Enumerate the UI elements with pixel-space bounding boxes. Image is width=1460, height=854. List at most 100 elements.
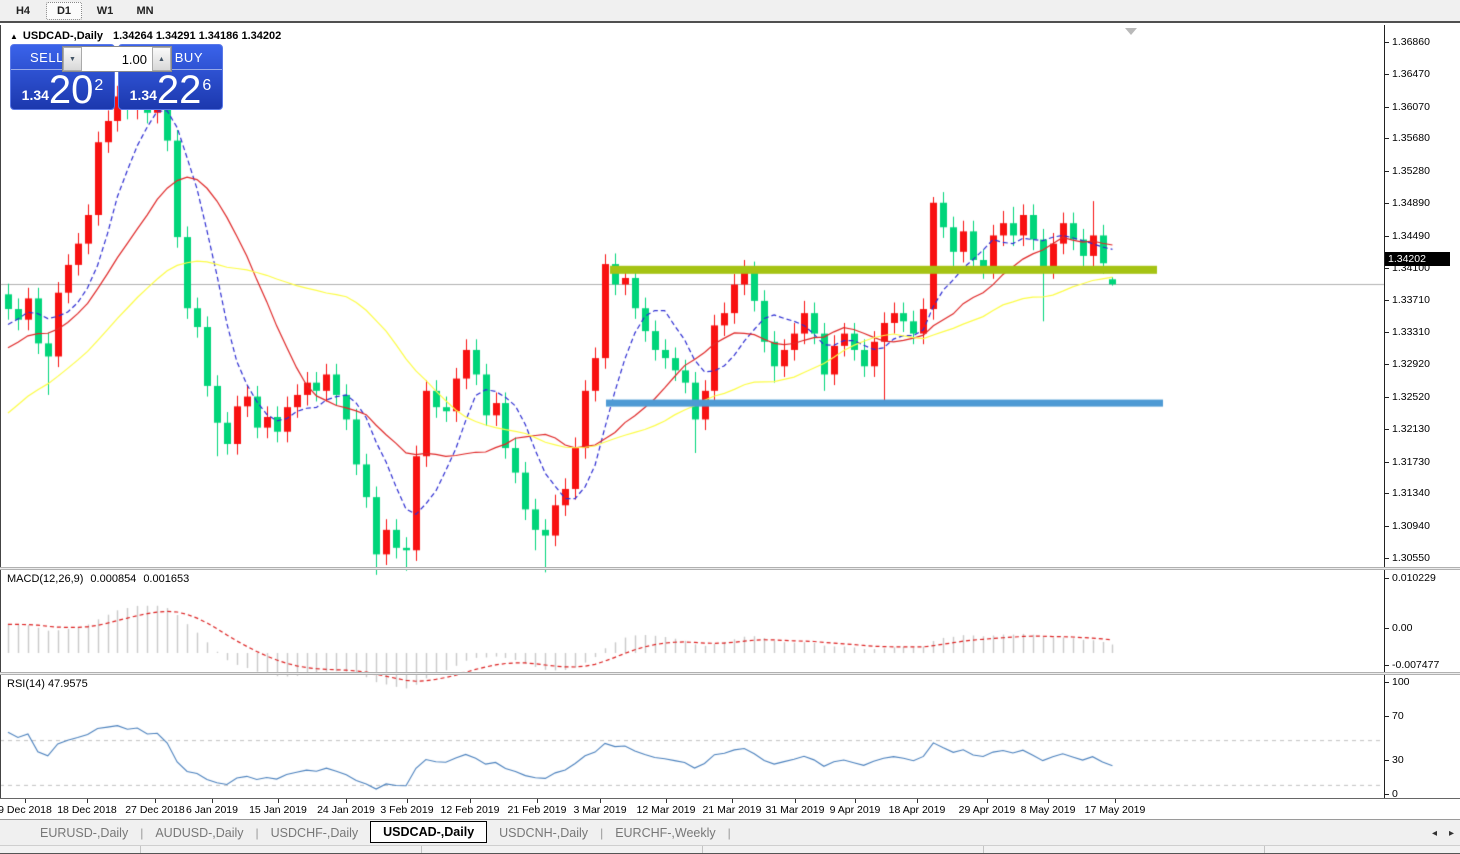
date-label: 9 Dec 2018: [0, 804, 52, 816]
symbol-tab-bar: EURUSD-,Daily | AUDUSD-,Daily | USDCHF-,Dail…: [0, 819, 1460, 845]
price-axis-border: [1384, 25, 1385, 798]
price-chart-canvas[interactable]: [0, 50, 1384, 595]
timeframe-toolbar: H4 D1 W1 MN: [0, 0, 1460, 23]
rsi-pane-canvas[interactable]: [0, 700, 1384, 823]
price-tick-label: 1.34490: [1392, 229, 1430, 242]
sell-price-big: 20: [48, 68, 94, 112]
date-tick-mark: [346, 799, 347, 803]
price-tick-mark: [1385, 558, 1389, 559]
sell-price-prefix: 1.34: [21, 87, 49, 103]
macd-tick-label: 0.010229: [1392, 572, 1436, 584]
price-tick-label: 1.35280: [1392, 165, 1430, 178]
price-tick-mark: [1385, 267, 1389, 269]
macd-signal-value: 0.001653: [143, 573, 190, 585]
price-tick-mark: [1385, 493, 1389, 495]
status-bar: [0, 845, 1460, 854]
date-label: 15 Jan 2019: [249, 804, 307, 816]
symbol-tab-audusddaily[interactable]: AUDUSD-,Daily: [155, 825, 244, 840]
tab-separator: |: [255, 825, 259, 840]
price-tick-mark: [1385, 235, 1389, 237]
rsi-tick-label: 70: [1392, 709, 1404, 722]
volume-decrease-icon[interactable]: ▼: [63, 47, 82, 71]
tab-scroll-right-icon[interactable]: ▸: [1448, 827, 1454, 839]
timeframe-tab-mn[interactable]: MN: [136, 4, 154, 17]
tab-separator: |: [727, 825, 731, 840]
date-label: 3 Feb 2019: [380, 804, 434, 816]
macd-pane-canvas[interactable]: [0, 595, 1384, 698]
date-tick-mark: [855, 799, 856, 803]
price-tick-mark: [1385, 73, 1389, 75]
timeframe-tab-h4[interactable]: H4: [15, 4, 31, 17]
date-tick-mark: [470, 799, 471, 803]
rsi-tick-label: 100: [1392, 676, 1410, 688]
date-tick-mark: [666, 799, 667, 803]
macd-label: MACD(12,26,9) 0.000854 0.001653: [7, 573, 196, 585]
status-cell: [0, 846, 141, 853]
date-label: 21 Feb 2019: [507, 804, 567, 816]
collapse-panel-icon[interactable]: ▲: [10, 32, 18, 41]
macd-tick-mark: [1385, 628, 1389, 629]
date-label: 27 Dec 2018: [125, 804, 185, 816]
date-tick-mark: [1115, 799, 1116, 803]
timeframe-tab-d1[interactable]: D1: [46, 1, 82, 20]
tab-scrollbar: ◂ ▸: [1432, 820, 1454, 846]
date-tick-mark: [1048, 799, 1049, 803]
date-label: 17 May 2019: [1084, 804, 1146, 816]
date-tick-mark: [537, 799, 538, 803]
status-cell: [1265, 846, 1460, 853]
price-tick-mark: [1385, 332, 1389, 334]
price-tick-label: 1.35680: [1392, 132, 1430, 145]
chart-shift-marker-icon[interactable]: [1125, 28, 1137, 35]
sell-button[interactable]: SELL: [24, 49, 70, 66]
macd-tick-label: -0.007477: [1392, 658, 1440, 671]
rsi-tick-mark: [1385, 682, 1389, 683]
date-label: 12 Mar 2019: [636, 804, 696, 816]
price-tick-label: 1.30940: [1392, 520, 1430, 533]
macd-tick-label: 0.00: [1392, 622, 1413, 634]
date-tick-mark: [155, 799, 156, 803]
buy-price-prefix: 1.34: [129, 87, 157, 103]
price-tick-label: 1.32130: [1392, 422, 1430, 435]
price-tick-mark: [1385, 42, 1389, 43]
date-label: 6 Jan 2019: [186, 804, 238, 816]
date-tick-mark: [212, 799, 213, 803]
timeframe-tab-w1[interactable]: W1: [96, 4, 114, 17]
symbol-tab-eurchfweekly[interactable]: EURCHF-,Weekly: [615, 825, 716, 840]
price-tick-label: 1.36860: [1392, 36, 1430, 48]
date-tick-mark: [795, 799, 796, 803]
symbol-tab-eurusddaily[interactable]: EURUSD-,Daily: [40, 825, 129, 840]
date-tick-mark: [407, 799, 408, 803]
date-label: 18 Dec 2018: [57, 804, 117, 816]
buy-button[interactable]: BUY: [169, 49, 209, 66]
price-tick-mark: [1385, 203, 1389, 205]
date-tick-mark: [600, 799, 601, 803]
symbol-tab-usdcnhdaily[interactable]: USDCNH-,Daily: [499, 825, 589, 840]
sell-price-pipette: 2: [94, 77, 104, 94]
date-tick-mark: [917, 799, 918, 803]
tab-scroll-left-icon[interactable]: ◂: [1431, 827, 1437, 839]
status-cell: [984, 846, 1265, 853]
rsi-pane-splitter[interactable]: [0, 672, 1460, 675]
buy-price-big: 22: [156, 68, 202, 112]
price-tick-mark: [1385, 461, 1389, 463]
price-tick-label: 1.30550: [1392, 552, 1430, 564]
chart-left-border: [0, 25, 1, 798]
date-label: 24 Jan 2019: [317, 804, 375, 816]
symbol-tab-usdchfdaily[interactable]: USDCHF-,Daily: [270, 825, 359, 840]
macd-pane-splitter[interactable]: [0, 567, 1460, 570]
price-tick-label: 1.34890: [1392, 197, 1430, 210]
symbol-tab-usdcaddaily[interactable]: USDCAD-,Daily: [370, 820, 488, 843]
rsi-name-value: RSI(14) 47.9575: [7, 678, 88, 690]
sell-price: 1.34 20 2: [11, 68, 114, 112]
price-tick-label: 1.31730: [1392, 455, 1430, 468]
date-label: 9 Apr 2019: [829, 804, 881, 816]
status-cell: [703, 846, 984, 853]
volume-increase-icon[interactable]: ▲: [152, 47, 171, 71]
date-label: 12 Feb 2019: [440, 804, 500, 816]
volume-input[interactable]: 1.00: [121, 51, 147, 67]
price-tick-label: 1.31340: [1392, 487, 1430, 500]
date-label: 3 Mar 2019: [573, 804, 627, 816]
status-cell: [422, 846, 703, 853]
price-tick-label: 1.36470: [1392, 67, 1430, 80]
date-tick-mark: [987, 799, 988, 803]
